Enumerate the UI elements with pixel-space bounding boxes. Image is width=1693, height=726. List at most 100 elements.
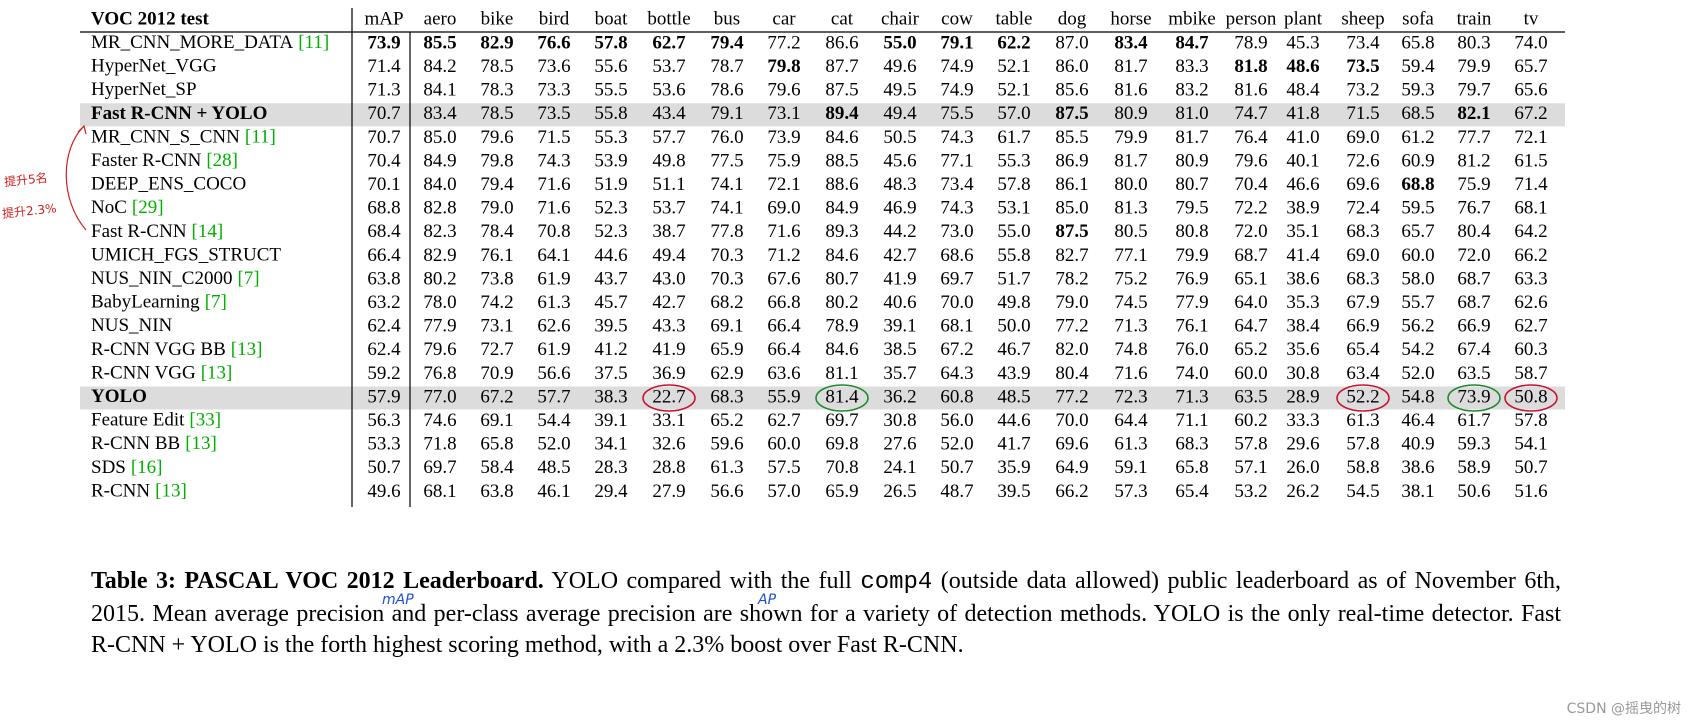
score-cell: 79.1 bbox=[940, 32, 973, 53]
header-cell: car bbox=[772, 8, 796, 29]
method-name: UMICH_FGS_STRUCT bbox=[91, 245, 281, 266]
score-cell: 38.6 bbox=[1286, 268, 1319, 289]
score-cell: 69.7 bbox=[940, 268, 973, 289]
score-cell: 77.2 bbox=[1055, 386, 1088, 407]
method-name: R-CNN BB [13] bbox=[91, 434, 217, 455]
score-cell: 84.9 bbox=[825, 198, 858, 219]
method-label: YOLO bbox=[91, 386, 147, 407]
score-cell: 57.1 bbox=[1234, 457, 1267, 478]
score-cell: 57.8 bbox=[997, 174, 1030, 195]
score-cell: 59.3 bbox=[1401, 80, 1434, 101]
score-cell: 62.7 bbox=[1514, 316, 1547, 337]
score-cell: 56.3 bbox=[367, 410, 400, 431]
score-cell: 82.8 bbox=[423, 198, 456, 219]
score-cell: 76.9 bbox=[1175, 268, 1208, 289]
score-cell: 57.8 bbox=[594, 32, 627, 53]
score-cell: 73.2 bbox=[1346, 80, 1379, 101]
score-cell: 51.6 bbox=[1514, 481, 1547, 502]
score-cell: 77.1 bbox=[1114, 245, 1147, 266]
score-cell: 82.7 bbox=[1055, 245, 1088, 266]
score-cell: 73.3 bbox=[537, 80, 570, 101]
method-label: HyperNet_VGG bbox=[91, 56, 217, 77]
score-cell: 71.4 bbox=[367, 56, 401, 77]
score-cell: 80.2 bbox=[825, 292, 858, 313]
score-cell: 74.8 bbox=[1114, 339, 1147, 360]
score-cell: 68.7 bbox=[1234, 245, 1267, 266]
score-cell: 60.0 bbox=[767, 434, 800, 455]
score-cell: 65.7 bbox=[1401, 221, 1434, 242]
score-cell: 35.1 bbox=[1286, 221, 1319, 242]
score-cell: 85.5 bbox=[423, 32, 456, 53]
score-cell: 77.5 bbox=[710, 150, 743, 171]
score-cell: 55.0 bbox=[883, 32, 916, 53]
score-cell: 50.6 bbox=[1457, 481, 1490, 502]
score-cell: 43.7 bbox=[594, 268, 627, 289]
score-cell: 38.9 bbox=[1286, 198, 1319, 219]
score-cell: 69.8 bbox=[825, 434, 858, 455]
score-cell: 69.0 bbox=[1346, 245, 1379, 266]
score-cell: 83.4 bbox=[1114, 32, 1148, 53]
score-cell: 49.4 bbox=[883, 103, 917, 124]
score-cell: 76.7 bbox=[1457, 198, 1490, 219]
score-cell: 72.2 bbox=[1234, 198, 1267, 219]
reference: [33] bbox=[189, 410, 221, 431]
method-label: UMICH_FGS_STRUCT bbox=[91, 245, 281, 266]
score-cell: 28.3 bbox=[594, 457, 627, 478]
score-cell: 73.5 bbox=[1346, 56, 1379, 77]
score-cell: 55.5 bbox=[594, 80, 627, 101]
score-cell: 57.5 bbox=[767, 457, 800, 478]
score-cell: 51.7 bbox=[997, 268, 1030, 289]
header-cell: table bbox=[996, 8, 1033, 29]
score-cell: 41.9 bbox=[652, 339, 685, 360]
score-cell: 35.9 bbox=[997, 457, 1030, 478]
score-cell: 48.5 bbox=[537, 457, 570, 478]
score-cell: 81.7 bbox=[1114, 150, 1147, 171]
score-cell: 72.1 bbox=[767, 174, 800, 195]
score-cell: 74.1 bbox=[710, 198, 743, 219]
method-name: BabyLearning [7] bbox=[91, 292, 227, 313]
score-cell: 53.6 bbox=[652, 80, 685, 101]
score-cell: 64.0 bbox=[1234, 292, 1267, 313]
score-cell: 26.2 bbox=[1286, 481, 1319, 502]
score-cell: 66.9 bbox=[1457, 316, 1490, 337]
score-cell: 69.0 bbox=[1346, 127, 1379, 148]
method-label: R-CNN VGG BB bbox=[91, 339, 226, 360]
score-cell: 68.3 bbox=[1346, 268, 1379, 289]
score-cell: 71.8 bbox=[423, 434, 456, 455]
score-cell: 71.3 bbox=[367, 80, 400, 101]
score-cell: 84.6 bbox=[825, 127, 858, 148]
score-cell: 80.5 bbox=[1114, 221, 1147, 242]
score-cell: 79.6 bbox=[767, 80, 800, 101]
method-name: Faster R-CNN [28] bbox=[91, 150, 238, 171]
score-cell: 84.6 bbox=[825, 245, 858, 266]
score-cell: 84.1 bbox=[423, 80, 456, 101]
score-cell: 68.1 bbox=[940, 316, 973, 337]
score-cell: 58.0 bbox=[1401, 268, 1434, 289]
method-name: R-CNN VGG BB [13] bbox=[91, 339, 262, 360]
header-cell: bus bbox=[714, 8, 740, 29]
score-cell: 80.9 bbox=[1114, 103, 1147, 124]
score-cell: 65.4 bbox=[1175, 481, 1209, 502]
score-cell: 48.4 bbox=[1286, 80, 1320, 101]
score-circle bbox=[1504, 384, 1558, 412]
reference: [11] bbox=[298, 32, 329, 53]
score-cell: 41.2 bbox=[594, 339, 627, 360]
score-cell: 77.2 bbox=[1055, 316, 1088, 337]
score-cell: 76.0 bbox=[710, 127, 743, 148]
score-cell: 59.3 bbox=[1457, 434, 1490, 455]
header-cell: bird bbox=[539, 8, 570, 29]
score-cell: 57.8 bbox=[1234, 434, 1267, 455]
score-cell: 72.0 bbox=[1457, 245, 1490, 266]
score-cell: 66.4 bbox=[767, 316, 801, 337]
score-cell: 79.6 bbox=[480, 127, 513, 148]
score-cell: 51.9 bbox=[594, 174, 627, 195]
score-cell: 35.3 bbox=[1286, 292, 1319, 313]
score-cell: 55.0 bbox=[997, 221, 1030, 242]
score-cell: 66.9 bbox=[1346, 316, 1379, 337]
score-cell: 55.3 bbox=[594, 127, 627, 148]
score-cell: 69.1 bbox=[710, 316, 743, 337]
score-cell: 57.8 bbox=[1346, 434, 1379, 455]
score-cell: 61.3 bbox=[537, 292, 570, 313]
score-cell: 61.9 bbox=[537, 268, 570, 289]
score-cell: 78.0 bbox=[423, 292, 456, 313]
